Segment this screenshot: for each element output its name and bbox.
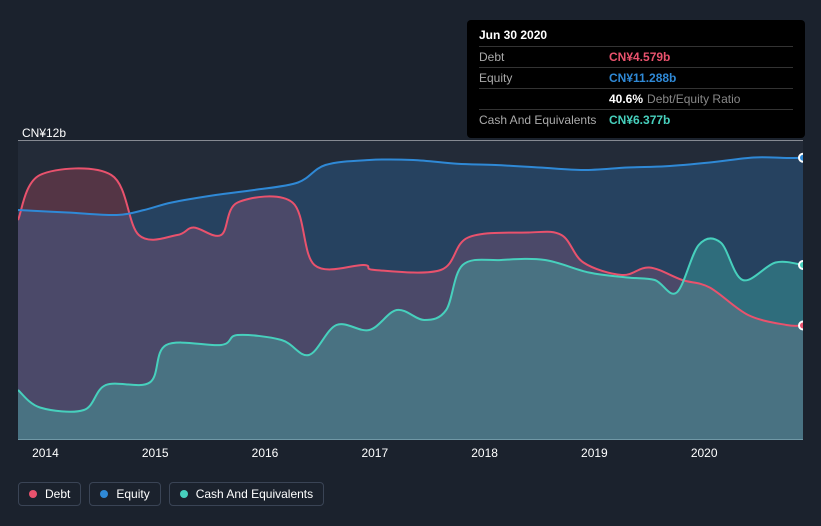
tooltip-row-value: 40.6% <box>609 92 643 106</box>
x-axis-label: 2019 <box>581 446 608 460</box>
series-end-dot <box>799 322 803 330</box>
tooltip-date: Jun 30 2020 <box>479 28 793 42</box>
tooltip-row-extra: Debt/Equity Ratio <box>647 92 740 106</box>
tooltip-row-label: Debt <box>479 50 609 64</box>
series-end-dot <box>799 154 803 162</box>
x-axis-label: 2014 <box>32 446 59 460</box>
chart-legend: Debt Equity Cash And Equivalents <box>18 482 324 506</box>
x-axis-label: 2015 <box>142 446 169 460</box>
chart-container: Jun 30 2020 DebtCN¥4.579bEquityCN¥11.288… <box>0 0 821 526</box>
x-axis-label: 2017 <box>361 446 388 460</box>
legend-label: Equity <box>116 487 149 501</box>
tooltip-row-value: CN¥11.288b <box>609 71 676 85</box>
x-axis-label: 2016 <box>252 446 279 460</box>
legend-item[interactable]: Debt <box>18 482 81 506</box>
tooltip-row-label: Cash And Equivalents <box>479 113 609 127</box>
x-axis-label: 2020 <box>691 446 718 460</box>
legend-item[interactable]: Equity <box>89 482 160 506</box>
x-axis-label: 2018 <box>471 446 498 460</box>
tooltip-row-value: CN¥4.579b <box>609 50 670 64</box>
tooltip-row-label: Equity <box>479 71 609 85</box>
tooltip-row: DebtCN¥4.579b <box>479 46 793 67</box>
tooltip-row-value: CN¥6.377b <box>609 113 670 127</box>
legend-dot-icon <box>180 490 188 498</box>
y-axis-label: CN¥12b <box>22 126 66 140</box>
chart-tooltip: Jun 30 2020 DebtCN¥4.579bEquityCN¥11.288… <box>467 20 805 138</box>
tooltip-row: 40.6% Debt/Equity Ratio <box>479 88 793 109</box>
area-chart[interactable] <box>18 140 803 440</box>
legend-dot-icon <box>29 490 37 498</box>
legend-item[interactable]: Cash And Equivalents <box>169 482 324 506</box>
tooltip-row: Cash And EquivalentsCN¥6.377b <box>479 109 793 130</box>
legend-label: Cash And Equivalents <box>196 487 313 501</box>
legend-label: Debt <box>45 487 70 501</box>
legend-dot-icon <box>100 490 108 498</box>
series-end-dot <box>799 261 803 269</box>
tooltip-row-label <box>479 92 609 106</box>
tooltip-row: EquityCN¥11.288b <box>479 67 793 88</box>
